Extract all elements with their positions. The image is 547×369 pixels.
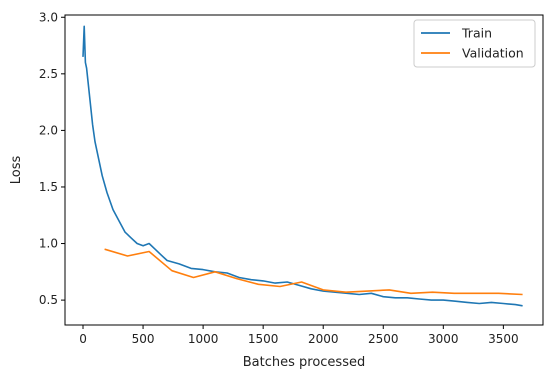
x-tick-label: 2000 — [308, 332, 339, 346]
y-tick-label: 3.0 — [39, 10, 58, 24]
x-tick-label: 1000 — [188, 332, 219, 346]
y-tick-label: 2.0 — [39, 123, 58, 137]
legend-label-train: Train — [461, 26, 492, 41]
series-line-train — [82, 25, 523, 307]
x-tick-label: 2500 — [368, 332, 399, 346]
y-tick-label: 1.0 — [39, 237, 58, 251]
plot-area — [64, 14, 544, 326]
x-tick-label: 0 — [79, 332, 87, 346]
x-tick-label: 1500 — [248, 332, 279, 346]
x-tick-label: 3500 — [488, 332, 519, 346]
legend-box — [413, 19, 536, 68]
series-line-validation — [104, 248, 523, 296]
y-tick-label: 1.5 — [39, 180, 58, 194]
y-tick-label: 2.5 — [39, 67, 58, 81]
ticks-layer: 0 500 1000 1500 2000 2500 3000 3500 0.5 1.0 1.5 2.0… — [39, 10, 519, 346]
y-tick-label: 0.5 — [39, 293, 58, 307]
plot-frame — [64, 14, 544, 326]
legend-label-validation: Validation — [462, 46, 524, 61]
x-tick-label: 3000 — [428, 332, 459, 346]
x-tick-label: 500 — [132, 332, 155, 346]
series-layer — [82, 25, 523, 307]
x-axis-label: Batches processed — [243, 355, 365, 369]
y-axis-label: Loss — [9, 156, 24, 185]
legend: Train Validation — [413, 19, 536, 68]
